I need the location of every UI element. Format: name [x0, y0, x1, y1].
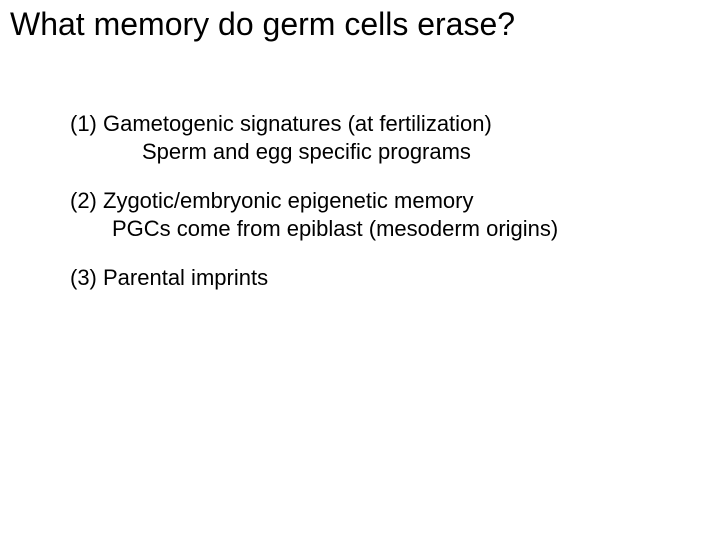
- item-2-line-1: (2) Zygotic/embryonic epigenetic memory: [70, 188, 473, 213]
- item-3-line-1: (3) Parental imprints: [70, 265, 268, 290]
- slide-body: (1) Gametogenic signatures (at fertiliza…: [70, 110, 558, 314]
- item-1-line-2: Sperm and egg specific programs: [70, 138, 558, 166]
- list-item: (3) Parental imprints: [70, 264, 558, 292]
- slide: What memory do germ cells erase? (1) Gam…: [0, 0, 720, 540]
- list-item: (1) Gametogenic signatures (at fertiliza…: [70, 110, 558, 165]
- slide-title: What memory do germ cells erase?: [10, 5, 515, 43]
- item-2-line-2: PGCs come from epiblast (mesoderm origin…: [70, 215, 558, 243]
- item-1-line-1: (1) Gametogenic signatures (at fertiliza…: [70, 111, 492, 136]
- list-item: (2) Zygotic/embryonic epigenetic memory …: [70, 187, 558, 242]
